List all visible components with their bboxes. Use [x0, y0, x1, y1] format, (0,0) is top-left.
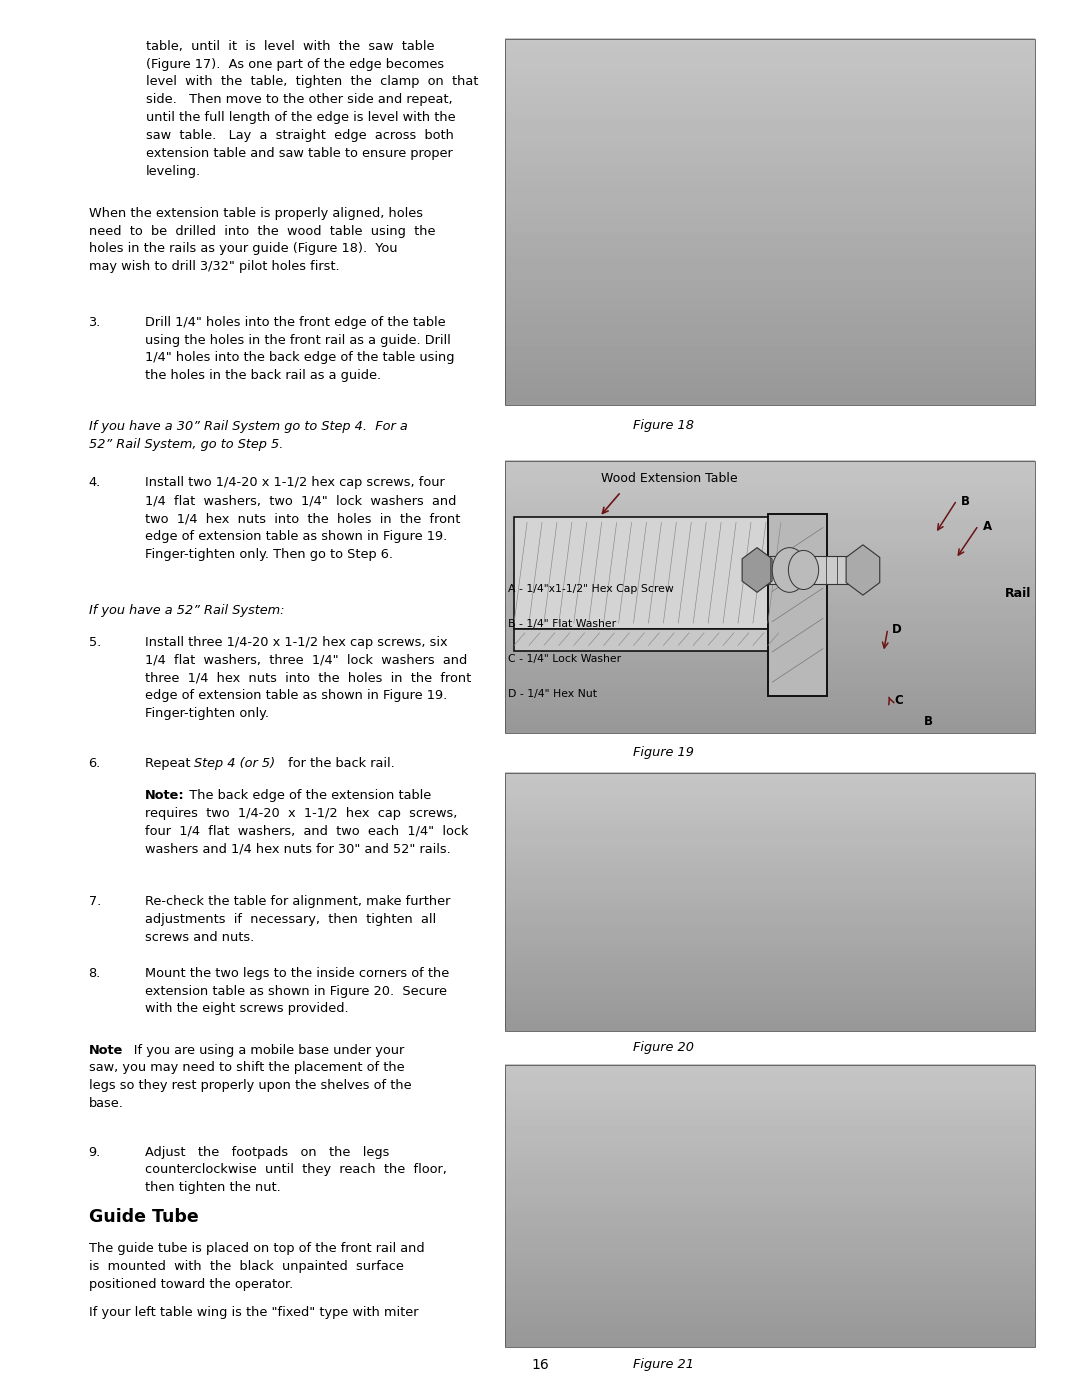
Text: edge of extension table as shown in Figure 19.: edge of extension table as shown in Figu… — [145, 529, 447, 543]
Text: the holes in the back rail as a guide.: the holes in the back rail as a guide. — [145, 369, 381, 383]
Text: 7.: 7. — [89, 895, 100, 908]
Text: Re-check the table for alignment, make further: Re-check the table for alignment, make f… — [145, 895, 450, 908]
Text: legs so they rest properly upon the shelves of the: legs so they rest properly upon the shel… — [89, 1080, 411, 1092]
Text: base.: base. — [89, 1097, 123, 1111]
Text: If your left table wing is the "fixed" type with miter: If your left table wing is the "fixed" t… — [89, 1306, 418, 1319]
Text: 4.: 4. — [89, 476, 100, 489]
Bar — [514, 629, 768, 651]
Bar — [505, 461, 1035, 733]
Text: Rail: Rail — [1005, 587, 1031, 599]
Text: (Figure 17).  As one part of the edge becomes: (Figure 17). As one part of the edge bec… — [146, 57, 444, 71]
Text: Note: Note — [89, 1044, 123, 1056]
Text: 3.: 3. — [89, 316, 100, 328]
Text: Step 4 (or 5): Step 4 (or 5) — [193, 757, 274, 770]
Text: Repeat: Repeat — [145, 757, 194, 770]
Text: Note:: Note: — [145, 789, 185, 802]
Text: If you have a 30” Rail System go to Step 4.  For a: If you have a 30” Rail System go to Step… — [89, 420, 407, 433]
Text: side.   Then move to the other side and repeat,: side. Then move to the other side and re… — [146, 94, 453, 106]
Text: Figure 18: Figure 18 — [633, 419, 693, 432]
Text: A - 1/4"x1-1/2" Hex Cap Screw: A - 1/4"x1-1/2" Hex Cap Screw — [508, 584, 673, 594]
Text: 5.: 5. — [89, 636, 100, 648]
Text: 1/4" holes into the back edge of the table using: 1/4" holes into the back edge of the tab… — [145, 352, 455, 365]
Text: until the full length of the edge is level with the: until the full length of the edge is lev… — [146, 112, 456, 124]
Text: 16: 16 — [531, 1358, 549, 1372]
Text: saw  table.   Lay  a  straight  edge  across  both: saw table. Lay a straight edge across bo… — [146, 129, 454, 142]
Text: B - 1/4" Flat Washer: B - 1/4" Flat Washer — [508, 619, 616, 629]
Text: :   If you are using a mobile base under your: : If you are using a mobile base under y… — [118, 1044, 405, 1056]
Text: edge of extension table as shown in Figure 19.: edge of extension table as shown in Figu… — [145, 689, 447, 703]
Text: positioned toward the operator.: positioned toward the operator. — [89, 1278, 293, 1291]
Text: 8.: 8. — [89, 967, 100, 979]
Bar — [505, 1065, 1035, 1347]
Text: washers and 1/4 hex nuts for 30" and 52" rails.: washers and 1/4 hex nuts for 30" and 52"… — [145, 842, 450, 856]
Text: extension table and saw table to ensure proper: extension table and saw table to ensure … — [146, 147, 453, 159]
Text: Guide Tube: Guide Tube — [89, 1208, 199, 1227]
Text: The guide tube is placed on top of the front rail and: The guide tube is placed on top of the f… — [89, 1242, 424, 1255]
Text: 1/4  flat  washers,  two  1/4"  lock  washers  and: 1/4 flat washers, two 1/4" lock washers … — [145, 495, 456, 507]
Text: table,  until  it  is  level  with  the  saw  table: table, until it is level with the saw ta… — [146, 39, 434, 53]
Text: is  mounted  with  the  black  unpainted  surface: is mounted with the black unpainted surf… — [89, 1260, 404, 1273]
Text: counterclockwise  until  they  reach  the  floor,: counterclockwise until they reach the fl… — [145, 1164, 447, 1176]
Text: Adjust   the   footpads   on   the   legs: Adjust the footpads on the legs — [145, 1146, 389, 1158]
Text: adjustments  if  necessary,  then  tighten  all: adjustments if necessary, then tighten a… — [145, 914, 436, 926]
Text: If you have a 52” Rail System:: If you have a 52” Rail System: — [89, 604, 284, 616]
Text: need  to  be  drilled  into  the  wood  table  using  the: need to be drilled into the wood table u… — [89, 225, 435, 237]
Text: four  1/4  flat  washers,  and  two  each  1/4"  lock: four 1/4 flat washers, and two each 1/4"… — [145, 826, 469, 838]
Bar — [768, 514, 827, 696]
Circle shape — [772, 548, 807, 592]
Text: using the holes in the front rail as a guide. Drill: using the holes in the front rail as a g… — [145, 334, 450, 346]
Text: D - 1/4" Hex Nut: D - 1/4" Hex Nut — [508, 689, 596, 698]
Text: may wish to drill 3/32" pilot holes first.: may wish to drill 3/32" pilot holes firs… — [89, 260, 339, 274]
Text: 1/4  flat  washers,  three  1/4"  lock  washers  and: 1/4 flat washers, three 1/4" lock washer… — [145, 654, 467, 666]
Text: When the extension table is properly aligned, holes: When the extension table is properly ali… — [89, 207, 422, 219]
Text: Figure 21: Figure 21 — [633, 1358, 693, 1370]
Text: for the back rail.: for the back rail. — [284, 757, 395, 770]
Text: Mount the two legs to the inside corners of the: Mount the two legs to the inside corners… — [145, 967, 449, 979]
Text: holes in the rails as your guide (Figure 18).  You: holes in the rails as your guide (Figure… — [89, 243, 397, 256]
Text: 6.: 6. — [89, 757, 100, 770]
Text: D: D — [892, 623, 902, 636]
Text: Figure 20: Figure 20 — [633, 1041, 693, 1053]
Text: B: B — [961, 495, 970, 507]
Text: 9.: 9. — [89, 1146, 100, 1158]
Text: screws and nuts.: screws and nuts. — [145, 932, 254, 944]
Bar — [766, 556, 852, 584]
Text: B: B — [923, 715, 932, 728]
Bar — [505, 39, 1035, 405]
Text: Wood Extension Table: Wood Extension Table — [602, 472, 738, 485]
Text: two  1/4  hex  nuts  into  the  holes  in  the  front: two 1/4 hex nuts into the holes in the f… — [145, 513, 460, 525]
Text: Install three 1/4-20 x 1-1/2 hex cap screws, six: Install three 1/4-20 x 1-1/2 hex cap scr… — [145, 636, 447, 648]
Text: extension table as shown in Figure 20.  Secure: extension table as shown in Figure 20. S… — [145, 985, 447, 997]
Text: with the eight screws provided.: with the eight screws provided. — [145, 1003, 349, 1016]
Text: leveling.: leveling. — [146, 165, 201, 177]
Text: 52” Rail System, go to Step 5.: 52” Rail System, go to Step 5. — [89, 439, 283, 451]
Text: C: C — [894, 694, 903, 707]
Text: saw, you may need to shift the placement of the: saw, you may need to shift the placement… — [89, 1062, 404, 1074]
Bar — [514, 517, 768, 629]
Text: three  1/4  hex  nuts  into  the  holes  in  the  front: three 1/4 hex nuts into the holes in the… — [145, 672, 471, 685]
Text: Finger-tighten only. Then go to Step 6.: Finger-tighten only. Then go to Step 6. — [145, 548, 393, 560]
Text: Figure 19: Figure 19 — [633, 746, 693, 759]
Bar — [505, 773, 1035, 1031]
Text: C - 1/4" Lock Washer: C - 1/4" Lock Washer — [508, 654, 621, 664]
Text: then tighten the nut.: then tighten the nut. — [145, 1182, 281, 1194]
Text: A: A — [983, 520, 991, 532]
Text: Install two 1/4-20 x 1-1/2 hex cap screws, four: Install two 1/4-20 x 1-1/2 hex cap screw… — [145, 476, 445, 489]
Text: Finger-tighten only.: Finger-tighten only. — [145, 707, 269, 719]
Text: Drill 1/4" holes into the front edge of the table: Drill 1/4" holes into the front edge of … — [145, 316, 445, 328]
Text: level  with  the  table,  tighten  the  clamp  on  that: level with the table, tighten the clamp … — [146, 75, 478, 88]
Text: The back edge of the extension table: The back edge of the extension table — [180, 789, 431, 802]
Circle shape — [788, 550, 819, 590]
Text: requires  two  1/4-20  x  1-1/2  hex  cap  screws,: requires two 1/4-20 x 1-1/2 hex cap scre… — [145, 807, 457, 820]
